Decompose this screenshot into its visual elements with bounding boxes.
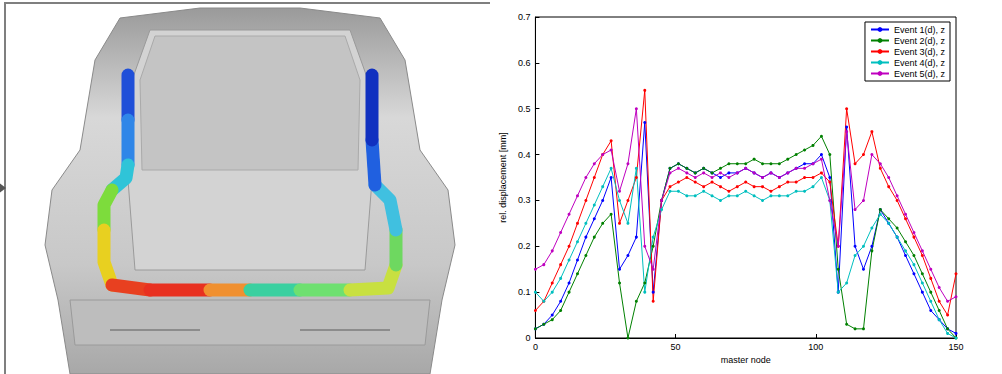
svg-text:Event 1(d), z: Event 1(d), z bbox=[894, 25, 946, 35]
svg-text:Event 3(d), z: Event 3(d), z bbox=[894, 47, 946, 57]
svg-text:0: 0 bbox=[533, 342, 538, 352]
svg-text:0.6: 0.6 bbox=[518, 58, 531, 68]
svg-text:Event 5(d), z: Event 5(d), z bbox=[894, 69, 946, 79]
svg-text:0: 0 bbox=[525, 333, 530, 343]
svg-text:Event 4(d), z: Event 4(d), z bbox=[894, 58, 946, 68]
svg-text:master node: master node bbox=[721, 355, 771, 365]
svg-text:150: 150 bbox=[948, 342, 963, 352]
svg-text:Event 2(d), z: Event 2(d), z bbox=[894, 36, 946, 46]
svg-text:0.5: 0.5 bbox=[518, 104, 531, 114]
svg-text:50: 50 bbox=[671, 342, 681, 352]
svg-text:0.2: 0.2 bbox=[518, 241, 531, 251]
svg-text:0.7: 0.7 bbox=[518, 12, 531, 22]
svg-text:0.3: 0.3 bbox=[518, 195, 531, 205]
svg-text:rel. displacement [mm]: rel. displacement [mm] bbox=[498, 132, 508, 223]
svg-text:100: 100 bbox=[808, 342, 823, 352]
svg-text:0.1: 0.1 bbox=[518, 287, 531, 297]
svg-text:0.4: 0.4 bbox=[518, 150, 531, 160]
